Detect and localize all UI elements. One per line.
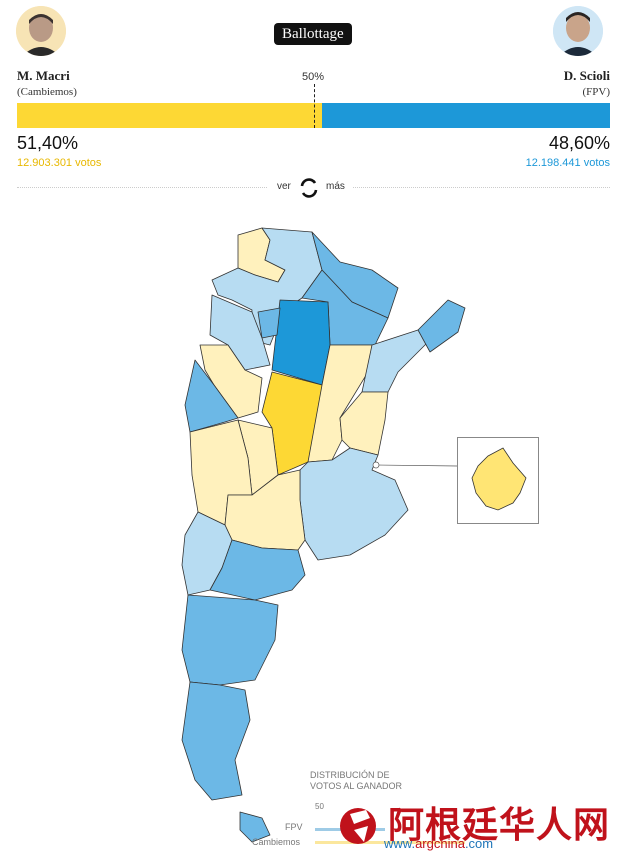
macri-name: M. Macri [17,68,70,83]
legend-cambiemos-line [315,841,465,844]
ballottage-badge: Ballottage [274,23,352,45]
macri-party: (Cambiemos) [17,86,77,98]
fifty-percent-label: 50% [302,71,325,83]
macri-result-bar [17,103,322,128]
scioli-party: (FPV) [582,86,610,98]
province-misiones [417,299,466,353]
province-santacruz [181,681,251,801]
scioli-votes: 12.198.441 votos [525,157,610,169]
capital-inset [457,437,539,524]
province-rionegro [209,539,306,601]
province-larioja [199,344,263,419]
legend-title: DISTRIBUCIÓN DE VOTOS AL GANADOR [310,770,403,791]
province-santiago [271,299,331,386]
legend-fifty: 50 [315,802,324,811]
macri-percent: 51,40% [17,133,79,153]
watermark-logo [340,808,376,844]
scioli-percent: 48,60% [548,133,610,153]
macri-avatar [16,6,66,56]
watermark-text: 阿根廷华人网 [388,805,611,846]
fifty-percent-line [314,84,315,128]
legend-cambiemos-label: Cambiemos [252,837,301,847]
capital-connector [374,464,458,467]
capital-marker [372,461,380,469]
scioli-avatar [553,6,603,56]
province-tierradelfuego [239,811,271,843]
province-chubut [181,594,279,686]
macri-votes: 12.903.301 votos [17,157,102,169]
province-catamarca [209,294,271,371]
province-tucuman [257,307,281,339]
divider-left [17,187,267,188]
view-toggle[interactable]: ver más [17,178,610,198]
refresh-icon[interactable] [298,177,320,199]
province-caba [471,447,527,511]
scioli-name: D. Scioli [563,68,610,83]
watermark: 阿根廷华人网 www.argchina.com [336,796,616,856]
toggle-ver-label: ver [277,181,291,192]
scioli-result-bar [322,103,610,128]
province-buenosaires [299,447,409,561]
province-sanjuan [184,359,239,433]
watermark-url[interactable]: www.argchina.com [384,836,494,851]
toggle-mas-label: más [326,181,345,192]
divider-right [353,187,610,188]
legend-fpv-label: FPV [285,822,303,832]
